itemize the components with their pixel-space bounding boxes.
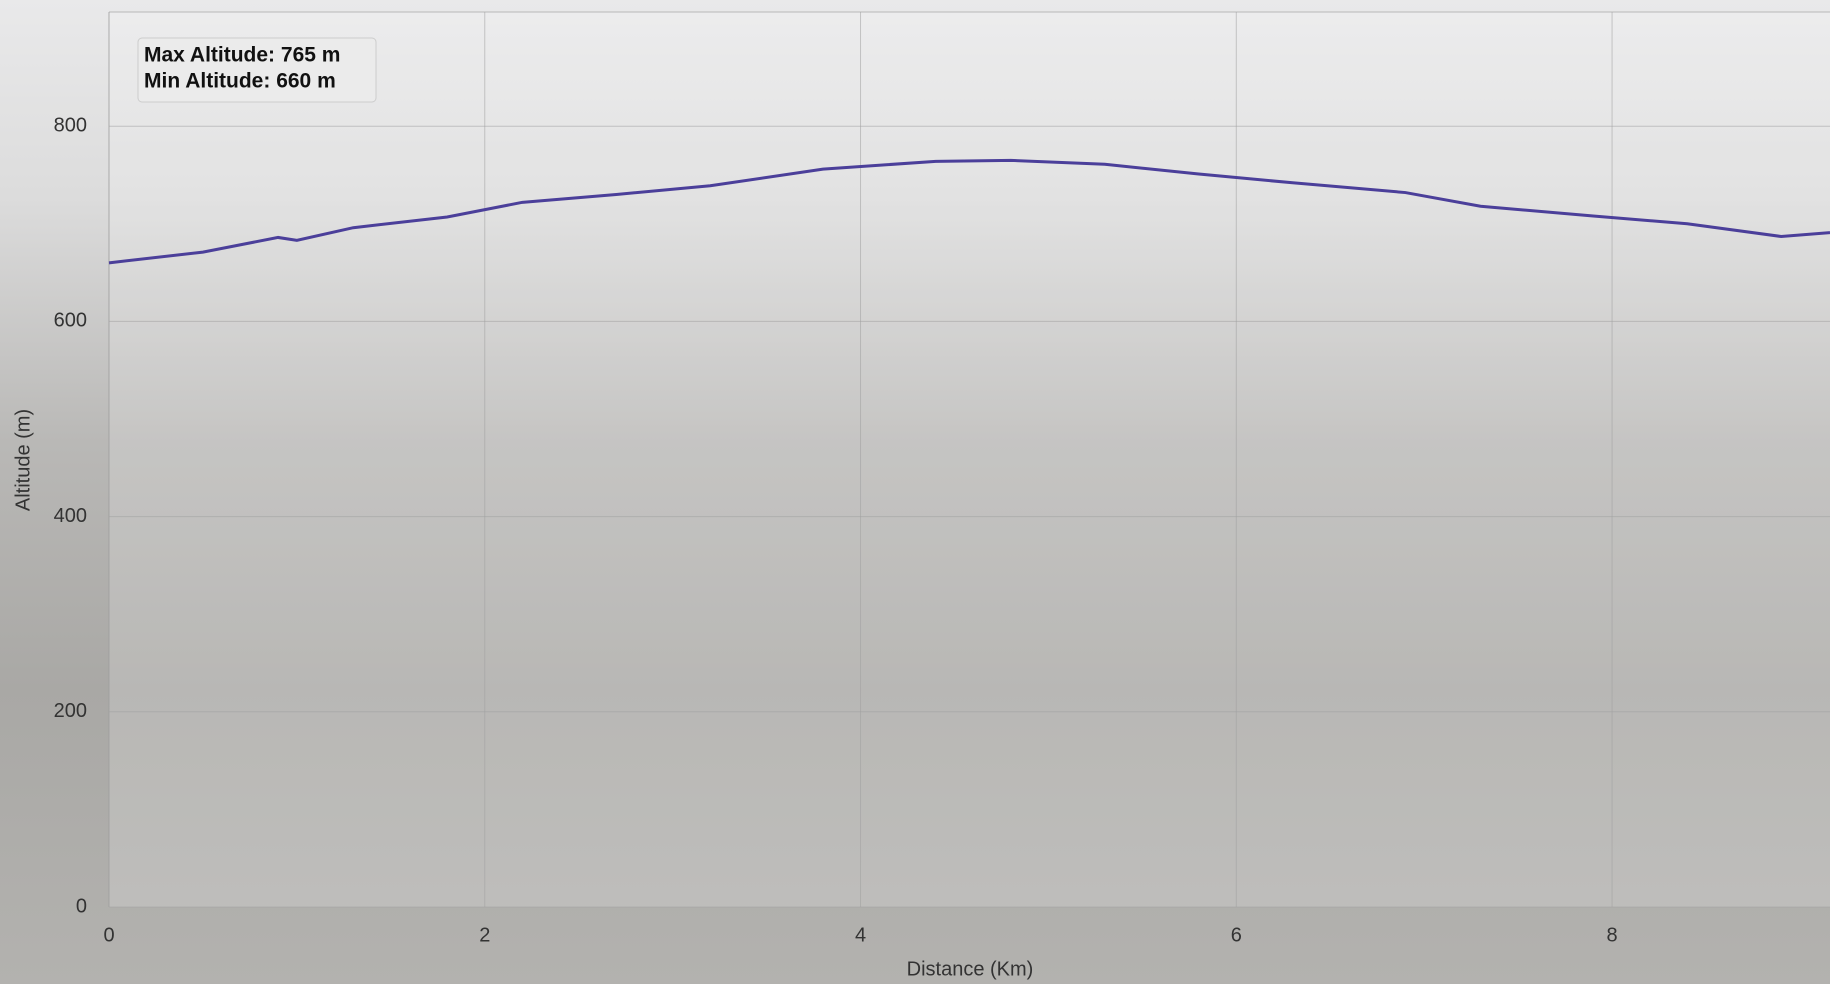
annotation: Max Altitude: 765 m bbox=[144, 44, 340, 67]
altitude-line bbox=[108, 158, 1830, 265]
y-axis-label: Altitude (m) bbox=[12, 409, 34, 511]
annotation: Min Altitude: 660 m bbox=[144, 70, 336, 93]
x-tick-label: 6 bbox=[1231, 924, 1242, 946]
y-tick-label: 400 bbox=[54, 505, 87, 527]
y-tick-label: 800 bbox=[54, 114, 87, 136]
y-tick-label: 200 bbox=[54, 700, 87, 722]
y-tick-label: 600 bbox=[54, 310, 87, 332]
annotation-box bbox=[137, 37, 377, 103]
x-tick-label: 0 bbox=[103, 924, 114, 946]
x-tick-label: 8 bbox=[1606, 924, 1617, 946]
x-tick-label: 2 bbox=[479, 924, 490, 946]
x-axis-label: Distance (Km) bbox=[907, 958, 1034, 980]
plot-area bbox=[109, 12, 1830, 907]
x-tick-label: 4 bbox=[855, 924, 866, 946]
y-tick-label: 0 bbox=[76, 895, 87, 917]
